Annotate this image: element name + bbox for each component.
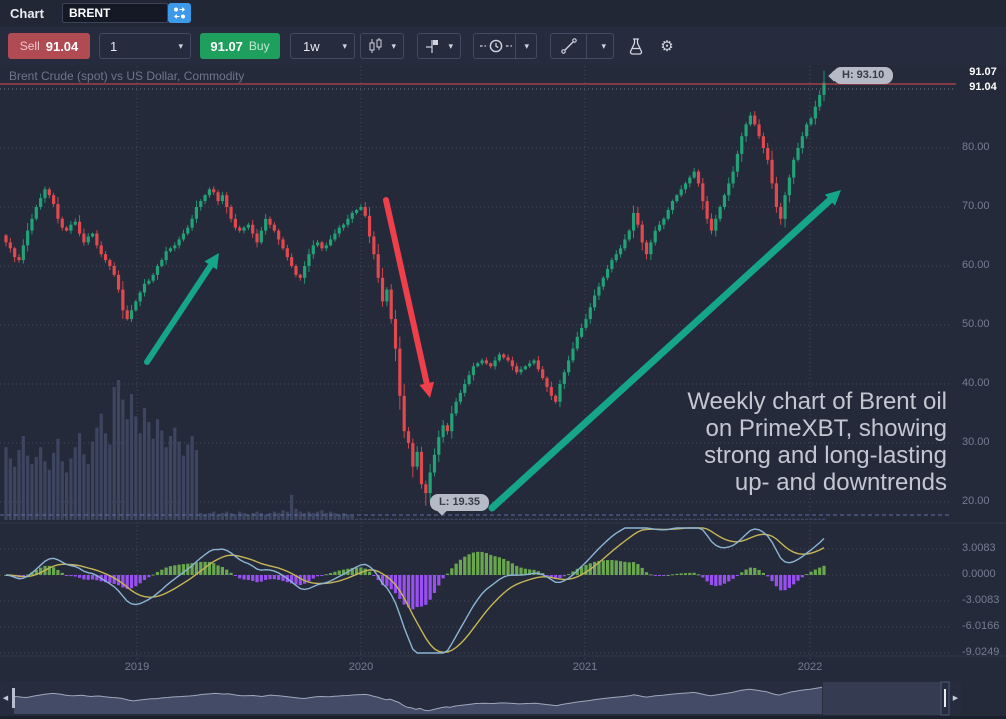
- volume-series: [4, 380, 826, 520]
- chevron-down-icon: ▾: [448, 40, 453, 51]
- navigator-handle-right[interactable]: [940, 681, 950, 716]
- uptrend-arrow-1: [144, 262, 214, 365]
- downtrend-arrow: [383, 197, 430, 387]
- buy-label: Buy: [248, 39, 270, 53]
- chevron-down-icon: ▾: [524, 40, 529, 51]
- buy-button[interactable]: 91.07 Buy: [200, 33, 280, 59]
- quantity-dropdown[interactable]: 1 ▾: [99, 33, 191, 59]
- chart-label: Chart: [10, 6, 44, 21]
- compare-icon: [173, 7, 186, 19]
- arrow-right-icon: ▶: [952, 695, 959, 702]
- chart-title: Brent Crude (spot) vs US Dollar, Commodi…: [9, 69, 245, 83]
- annotation-line: up- and downtrends: [734, 469, 947, 496]
- gear-icon: ⚙: [660, 38, 674, 55]
- annotation-line: strong and long-lasting: [704, 442, 947, 469]
- navigator-handle-left[interactable]: [12, 688, 15, 708]
- chevron-down-icon: ▾: [342, 40, 347, 51]
- clock-icon: [480, 39, 512, 53]
- navigator-area[interactable]: [0, 681, 961, 715]
- trend-arrows: [144, 190, 841, 512]
- chevron-down-icon: ▾: [178, 40, 183, 51]
- buy-price: 91.07: [210, 38, 243, 54]
- divider: [514, 34, 516, 58]
- chevron-down-icon: ▾: [391, 40, 396, 51]
- candlestick-icon: [369, 38, 382, 53]
- chevron-down-icon: ▾: [601, 40, 606, 51]
- toolbar: Sell 91.04 1 ▾ 91.07 Buy 1w ▾ ▾: [0, 27, 1006, 65]
- annotation-line: on PrimeXBT, showing: [705, 415, 947, 442]
- arrow-left-icon: ◀: [2, 695, 9, 702]
- high-tooltip: H: 93.10: [833, 67, 894, 84]
- candle-series: [4, 70, 826, 506]
- low-tooltip: L: 19.35: [430, 494, 489, 511]
- trendline-icon: [561, 38, 577, 54]
- settings-button[interactable]: ⚙: [654, 33, 680, 59]
- sell-price: 91.04: [45, 38, 79, 54]
- uptrend-arrow-2: [488, 196, 834, 512]
- pane-separators: [0, 522, 1006, 719]
- macd-indicator: [4, 527, 826, 654]
- drawing-tools-dropdown[interactable]: ▾: [550, 33, 614, 59]
- timeframe-dropdown[interactable]: 1w ▾: [290, 33, 355, 59]
- indicator-icon: [426, 40, 438, 53]
- flask-icon: [629, 37, 643, 55]
- quantity-value: 1: [110, 38, 118, 54]
- indicator-dropdown[interactable]: ▾: [417, 33, 461, 59]
- timeframe-value: 1w: [303, 38, 320, 54]
- chart-type-dropdown[interactable]: ▾: [360, 33, 404, 59]
- symbol-input[interactable]: [62, 3, 168, 23]
- navigator-scroll-right-button[interactable]: ▶: [950, 681, 961, 715]
- bid-price-tag: 91.04: [969, 81, 997, 93]
- top-bar: Chart: [0, 0, 1006, 28]
- compare-symbol-button[interactable]: [168, 3, 191, 23]
- sell-button[interactable]: Sell 91.04: [8, 33, 90, 59]
- navigator-scroll-left-button[interactable]: ◀: [0, 681, 11, 715]
- grid-layer: [0, 66, 952, 660]
- price-lines: [0, 83, 956, 516]
- annotation-text: Weekly chart of Brent oil on PrimeXBT, sh…: [527, 388, 947, 496]
- sell-label: Sell: [19, 39, 40, 53]
- divider: [585, 34, 587, 58]
- ask-price-tag: 91.07: [969, 66, 997, 78]
- strategy-tester-button[interactable]: [623, 33, 649, 59]
- annotation-line: Weekly chart of Brent oil: [687, 388, 947, 415]
- session-time-dropdown[interactable]: ▾: [473, 33, 537, 59]
